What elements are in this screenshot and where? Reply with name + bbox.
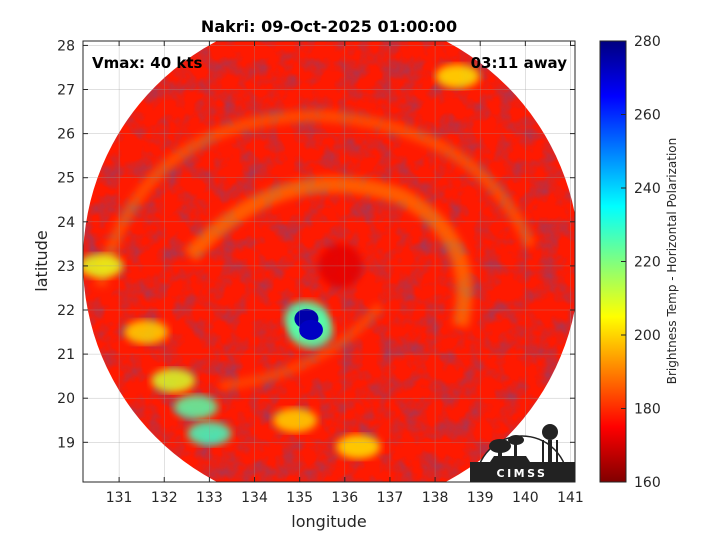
cold-core bbox=[298, 319, 323, 340]
spiral-band bbox=[184, 176, 473, 328]
y-tick-label: 20 bbox=[57, 391, 75, 407]
x-tick-label: 137 bbox=[377, 490, 404, 506]
y-tick-label: 25 bbox=[57, 171, 75, 187]
y-tick-label: 19 bbox=[57, 435, 75, 451]
spiral-band bbox=[219, 302, 385, 391]
microwave-swath bbox=[83, 41, 575, 482]
colorbar-tick-label: 200 bbox=[634, 328, 661, 344]
x-tick-label: 134 bbox=[241, 490, 268, 506]
colorbar-tick-label: 160 bbox=[634, 475, 661, 491]
spiral-band bbox=[94, 109, 536, 288]
colorbar-tick-label: 180 bbox=[634, 402, 661, 418]
x-tick-label: 141 bbox=[557, 490, 584, 506]
colorbar-label: Brightness Temp - Horizontal Polarizatio… bbox=[665, 138, 679, 385]
y-tick-label: 28 bbox=[57, 38, 75, 54]
x-axis-ticks: 131 132 133 134 135 136 137 138 139 140 141 bbox=[106, 41, 584, 506]
x-tick-label: 133 bbox=[196, 490, 223, 506]
y-axis-ticks: 19 20 21 22 23 24 25 26 27 28 bbox=[57, 38, 575, 451]
y-tick-label: 22 bbox=[57, 303, 75, 319]
colorbar-tick-label: 260 bbox=[634, 108, 661, 124]
cloud-feature bbox=[273, 408, 318, 433]
y-axis-label: latitude bbox=[32, 230, 51, 291]
y-tick-label: 24 bbox=[57, 215, 75, 231]
x-tick-label: 132 bbox=[151, 490, 178, 506]
x-tick-label: 135 bbox=[286, 490, 313, 506]
colorbar-tick-label: 280 bbox=[634, 34, 661, 50]
y-tick-label: 23 bbox=[57, 259, 75, 275]
logo-text: CIMSS bbox=[497, 467, 548, 480]
cloud-feature bbox=[435, 64, 480, 89]
cimss-logo: CIMSS bbox=[470, 424, 575, 482]
x-axis-label: longitude bbox=[291, 512, 366, 531]
x-tick-label: 140 bbox=[512, 490, 539, 506]
cloud-feature bbox=[173, 395, 218, 420]
x-tick-label: 136 bbox=[331, 490, 358, 506]
cloud-feature bbox=[336, 434, 381, 459]
vmax-annotation: Vmax: 40 kts bbox=[92, 54, 202, 72]
y-tick-label: 21 bbox=[57, 347, 75, 363]
x-tick-label: 139 bbox=[467, 490, 494, 506]
colorbar-tick-label: 220 bbox=[634, 255, 661, 271]
x-tick-label: 138 bbox=[422, 490, 449, 506]
axes-box bbox=[82, 40, 576, 483]
colorbar-ticks: 160 180 200 220 240 260 280 bbox=[621, 34, 661, 491]
time-away-annotation: 03:11 away bbox=[471, 54, 568, 72]
cloud-feature bbox=[151, 368, 196, 393]
x-tick-label: 131 bbox=[106, 490, 133, 506]
y-tick-label: 27 bbox=[57, 83, 75, 99]
cloud-feature bbox=[124, 320, 169, 345]
logo-dish-icon bbox=[489, 435, 530, 462]
grid-lines bbox=[83, 41, 575, 482]
chart-title: Nakri: 09-Oct-2025 01:00:00 bbox=[201, 17, 457, 36]
colorbar-tick-label: 240 bbox=[634, 181, 661, 197]
logo-banner bbox=[470, 462, 575, 482]
logo-water-tower-icon bbox=[542, 424, 558, 462]
y-tick-label: 26 bbox=[57, 127, 75, 143]
